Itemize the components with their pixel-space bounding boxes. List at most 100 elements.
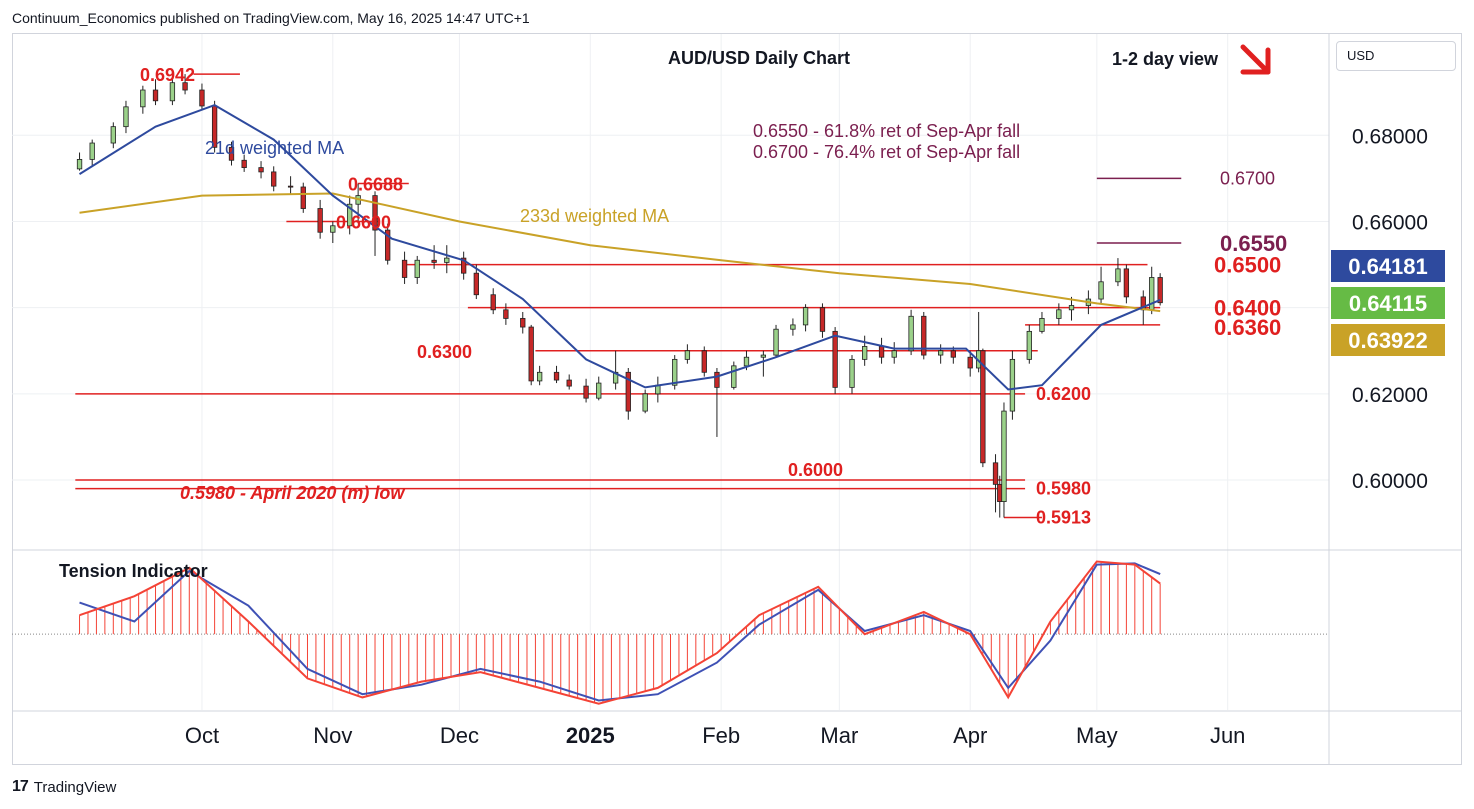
candle-body	[140, 89, 146, 108]
x-tick-label: Mar	[820, 723, 858, 748]
candle-body	[1157, 277, 1163, 304]
tension-indicator	[12, 560, 1329, 705]
candle-body	[300, 186, 306, 209]
price-tag-bg	[1331, 250, 1445, 282]
publisher-header: Continuum_Economics published on Trading…	[12, 10, 530, 26]
candle-body	[152, 89, 159, 102]
fib-note: 0.6700 - 76.4% ret of Sep-Apr fall	[753, 142, 1020, 162]
moving-averages	[78, 103, 1161, 391]
candle-body	[444, 257, 450, 263]
tradingview-logo-icon: 17	[12, 778, 29, 795]
candle-body	[241, 159, 247, 168]
candle-body	[1098, 281, 1104, 300]
candle-body	[891, 350, 897, 358]
axes: 0.68000 0.66000 0.62000 0.60000 Oct Nov Dec 202…	[12, 34, 1462, 765]
candle-body	[980, 350, 986, 464]
candle-body	[503, 309, 509, 319]
candle-body	[832, 330, 838, 388]
candle-body	[583, 385, 589, 399]
tradingview-brand: TradingView	[33, 778, 117, 796]
candle-body	[802, 307, 809, 326]
fib-label-0.6550: 0.6550	[1220, 231, 1287, 256]
candle-body	[938, 350, 944, 356]
candle-body	[1123, 268, 1130, 298]
candle-body	[123, 106, 129, 128]
arrow-shaft	[1240, 44, 1271, 75]
x-tick-label: Apr	[953, 723, 987, 748]
candle-body	[992, 462, 999, 485]
y-tick-label: 0.66000	[1352, 211, 1428, 234]
currency-selector[interactable]: USD	[1336, 41, 1456, 71]
ma233-line	[79, 192, 1161, 313]
level-label-0.6360: 0.6360	[1214, 315, 1281, 340]
grid	[12, 34, 1329, 710]
price-tag-label: 0.63922	[1348, 328, 1428, 353]
x-tick-label: 2025	[566, 723, 615, 748]
candle-body	[878, 346, 885, 358]
candle-body	[414, 259, 420, 278]
x-tick-label: Feb	[702, 723, 740, 748]
indicator-title: Tension Indicator	[59, 561, 208, 581]
candle-body	[731, 365, 737, 388]
candle-body	[921, 315, 927, 356]
candle-body	[849, 358, 855, 388]
candle-body	[790, 324, 796, 330]
candle-body	[372, 195, 378, 231]
candle-body	[1001, 410, 1007, 502]
candle-body	[743, 356, 750, 367]
candle-body	[169, 82, 176, 102]
x-tick-label: Oct	[185, 723, 219, 748]
annotation-april-2020-low: 0.5980 - April 2020 (m) low	[180, 483, 405, 503]
ma21-label: 21d weighted MA	[205, 138, 344, 158]
candle-body	[461, 257, 467, 274]
level-label-0.6300: 0.6300	[417, 342, 472, 362]
candle-body	[714, 371, 720, 388]
candle-body	[182, 82, 188, 91]
tradingview-footer: 17 TradingView	[12, 778, 116, 796]
candle-body	[490, 294, 496, 311]
candle-body	[967, 356, 973, 369]
fib-note: 0.6550 - 61.8% ret of Sep-Apr fall	[753, 121, 1020, 141]
candle-body	[110, 126, 116, 144]
level-label-0.6500: 0.6500	[1214, 253, 1281, 278]
level-label-0.6688: 0.6688	[348, 175, 403, 195]
level-label-0.6942: 0.6942	[140, 65, 195, 85]
candle-body	[520, 318, 526, 328]
candle-body	[642, 393, 648, 412]
indicator-signal-line	[79, 562, 1161, 702]
candle-body	[773, 328, 779, 356]
level-label-0.6600: 0.6600	[336, 212, 391, 232]
candle-body	[431, 259, 437, 263]
candle-body	[908, 315, 914, 352]
x-tick-label: Jun	[1210, 723, 1245, 748]
level-label-0.5980: 0.5980	[1036, 479, 1091, 499]
ma21-line	[78, 103, 1161, 391]
level-label-0.6400: 0.6400	[1214, 296, 1281, 321]
candle-body	[760, 354, 767, 358]
candle-body	[1115, 268, 1121, 283]
chart-title: AUD/USD Daily Chart	[668, 48, 850, 68]
y-tick-label: 0.60000	[1352, 470, 1428, 493]
chart-frame	[12, 33, 1462, 765]
candle-body	[258, 167, 264, 173]
candle-body	[385, 229, 391, 261]
candle-body	[1026, 330, 1032, 360]
candle-body	[950, 350, 956, 358]
price-tag-bg	[1331, 324, 1445, 356]
candle-body	[684, 350, 691, 360]
candle-body	[1039, 318, 1045, 332]
candle-body	[553, 371, 560, 381]
x-tick-label: Nov	[313, 723, 352, 748]
y-tick-label: 0.68000	[1352, 125, 1428, 148]
candle-body	[862, 346, 868, 360]
candle-body	[330, 225, 336, 233]
candle-body	[1068, 305, 1075, 311]
candle-body	[625, 371, 631, 412]
level-label-0.6000: 0.6000	[788, 460, 843, 480]
price-tag-bg	[1331, 287, 1445, 319]
candle-body	[473, 272, 479, 296]
support-resistance-levels	[75, 73, 1182, 519]
x-tick-label: Dec	[440, 723, 479, 748]
price-tag-label: 0.64181	[1348, 254, 1428, 279]
